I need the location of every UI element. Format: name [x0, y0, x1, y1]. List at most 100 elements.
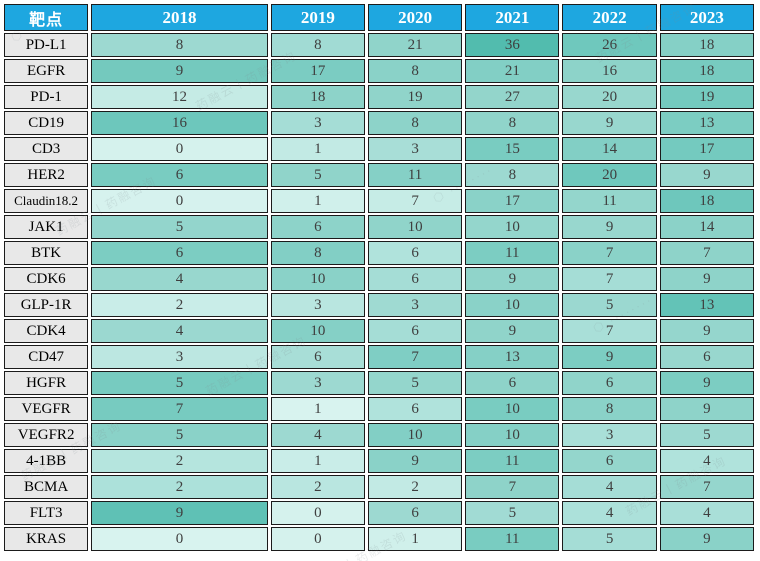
- heatmap-cell: 16: [562, 59, 657, 83]
- heatmap-cell: 4: [562, 501, 657, 525]
- heatmap-cell: 6: [91, 241, 268, 265]
- row-label-target: CD19: [4, 111, 89, 135]
- heatmap-cell: 0: [91, 137, 268, 161]
- row-label-target: PD-1: [4, 85, 89, 109]
- header-row: 靶点 2018 2019 2020 2021 2022 2023: [4, 4, 754, 31]
- heatmap-cell: 8: [91, 33, 268, 57]
- heatmap-cell: 7: [659, 475, 754, 499]
- table-row: CDK4 4 10 6 9 7 9: [4, 319, 754, 343]
- heatmap-cell: 6: [367, 397, 463, 421]
- heatmap-cell: 5: [91, 423, 268, 447]
- heatmap-cell: 2: [91, 449, 268, 473]
- heatmap-cell: 11: [465, 241, 560, 265]
- heatmap-cell: 1: [270, 397, 365, 421]
- heatmap-cell: 5: [659, 423, 754, 447]
- heatmap-cell: 4: [659, 449, 754, 473]
- heatmap-cell: 8: [270, 241, 365, 265]
- heatmap-cell: 8: [270, 33, 365, 57]
- heatmap-cell: 7: [367, 189, 463, 213]
- heatmap-cell: 5: [91, 215, 268, 239]
- row-label-target: CDK4: [4, 319, 89, 343]
- heatmap-cell: 5: [562, 293, 657, 317]
- heatmap-cell: 8: [562, 397, 657, 421]
- table-row: 4-1BB 2 1 9 11 6 4: [4, 449, 754, 473]
- table-row: VEGFR2 5 4 10 10 3 5: [4, 423, 754, 447]
- heatmap-cell: 2: [91, 475, 268, 499]
- heatmap-cell: 7: [562, 319, 657, 343]
- row-label-target: PD-L1: [4, 33, 89, 57]
- row-label-target: BCMA: [4, 475, 89, 499]
- table-row: FLT3 9 0 6 5 4 4: [4, 501, 754, 525]
- heatmap-cell: 4: [562, 475, 657, 499]
- table-row: EGFR 9 17 8 21 16 18: [4, 59, 754, 83]
- heatmap-cell: 0: [270, 501, 365, 525]
- row-label-target: GLP-1R: [4, 293, 89, 317]
- heatmap-cell: 5: [91, 371, 268, 395]
- year-header-2023: 2023: [659, 4, 754, 31]
- heatmap-cell: 17: [270, 59, 365, 83]
- heatmap-cell: 1: [270, 449, 365, 473]
- heatmap-cell: 6: [659, 345, 754, 369]
- heatmap-cell: 14: [659, 215, 754, 239]
- heatmap-cell: 3: [91, 345, 268, 369]
- heatmap-cell: 4: [270, 423, 365, 447]
- heatmap-cell: 12: [91, 85, 268, 109]
- heatmap-cell: 9: [562, 215, 657, 239]
- table-row: HGFR 5 3 5 6 6 9: [4, 371, 754, 395]
- heatmap-cell: 8: [367, 111, 463, 135]
- heatmap-cell: 9: [562, 111, 657, 135]
- heatmap-cell: 6: [562, 371, 657, 395]
- heatmap-cell: 19: [659, 85, 754, 109]
- heatmap-cell: 7: [91, 397, 268, 421]
- heatmap-cell: 3: [270, 111, 365, 135]
- heatmap-cell: 2: [270, 475, 365, 499]
- table-row: Claudin18.2 0 1 7 17 11 18: [4, 189, 754, 213]
- heatmap-cell: 0: [91, 527, 268, 551]
- heatmap-cell: 3: [562, 423, 657, 447]
- heatmap-cell: 7: [465, 475, 560, 499]
- heatmap-cell: 7: [562, 241, 657, 265]
- heatmap-cell: 18: [659, 33, 754, 57]
- heatmap-cell: 7: [367, 345, 463, 369]
- heatmap-cell: 18: [659, 59, 754, 83]
- heatmap-cell: 5: [367, 371, 463, 395]
- year-header-2019: 2019: [270, 4, 365, 31]
- heatmap-cell: 20: [562, 163, 657, 187]
- heatmap-cell: 1: [270, 189, 365, 213]
- table-row: BCMA 2 2 2 7 4 7: [4, 475, 754, 499]
- heatmap-cell: 6: [562, 449, 657, 473]
- heatmap-cell: 10: [270, 267, 365, 291]
- heatmap-cell: 17: [659, 137, 754, 161]
- heatmap-cell: 11: [562, 189, 657, 213]
- table-row: KRAS 0 0 1 11 5 9: [4, 527, 754, 551]
- table-row: CD19 16 3 8 8 9 13: [4, 111, 754, 135]
- heatmap-cell: 10: [465, 423, 560, 447]
- row-label-target: VEGFR: [4, 397, 89, 421]
- heatmap-cell: 9: [659, 371, 754, 395]
- heatmap-cell: 6: [367, 241, 463, 265]
- row-label-target: BTK: [4, 241, 89, 265]
- row-label-target: HER2: [4, 163, 89, 187]
- heatmap-cell: 21: [465, 59, 560, 83]
- heatmap-cell: 13: [465, 345, 560, 369]
- heatmap-cell: 15: [465, 137, 560, 161]
- row-label-target: CD3: [4, 137, 89, 161]
- heatmap-cell: 26: [562, 33, 657, 57]
- heatmap-cell: 6: [270, 345, 365, 369]
- heatmap-cell: 2: [91, 293, 268, 317]
- row-label-target: CDK6: [4, 267, 89, 291]
- heatmap-cell: 7: [659, 241, 754, 265]
- row-label-target: HGFR: [4, 371, 89, 395]
- heatmap-cell: 8: [465, 111, 560, 135]
- heatmap-cell: 9: [659, 267, 754, 291]
- row-label-target: JAK1: [4, 215, 89, 239]
- heatmap-cell: 2: [367, 475, 463, 499]
- heatmap-cell: 0: [91, 189, 268, 213]
- heatmap-cell: 6: [270, 215, 365, 239]
- heatmap-cell: 18: [659, 189, 754, 213]
- heatmap-cell: 3: [367, 293, 463, 317]
- heatmap-cell: 16: [91, 111, 268, 135]
- heatmap-cell: 13: [659, 111, 754, 135]
- heatmap-cell: 19: [367, 85, 463, 109]
